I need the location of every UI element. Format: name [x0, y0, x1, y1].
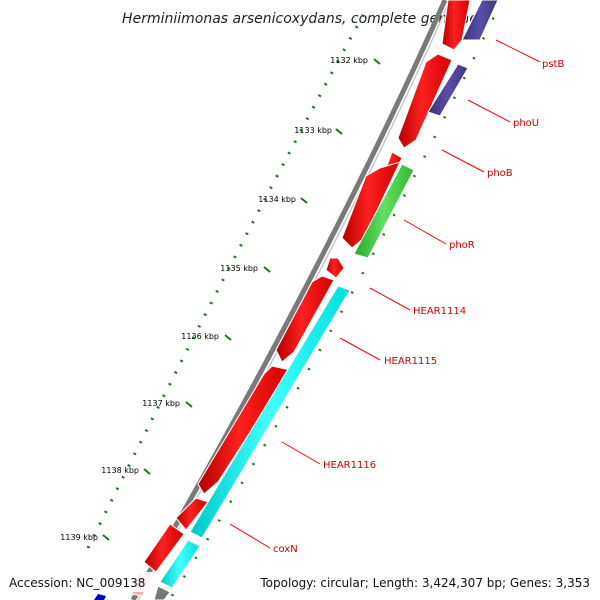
gene-label-HEAR1116[interactable]: HEAR1116	[323, 460, 376, 471]
label-leader-lines	[229, 39, 541, 549]
topology-backdrop	[256, 572, 594, 592]
feature-marker	[94, 594, 106, 600]
reverse-strand-track	[153, 0, 499, 600]
tick-mark	[185, 401, 193, 408]
leader-line	[495, 39, 541, 63]
backbone-ring	[130, 0, 448, 600]
gene-feature-pstB-reverse[interactable]	[461, 0, 499, 41]
accession-backdrop	[4, 572, 154, 592]
tick-mark	[102, 534, 110, 541]
gene-feature-phoU[interactable]	[397, 53, 453, 149]
leader-line	[281, 441, 321, 465]
gene-feature-HEAR1116[interactable]	[197, 365, 291, 495]
gene-label-phoU[interactable]: phoU	[513, 118, 539, 129]
gene-label-pstB[interactable]: pstB	[542, 59, 564, 70]
leader-line	[229, 523, 271, 549]
gene-feature-phoB[interactable]	[341, 161, 401, 249]
tick-label: 1133 kbp	[294, 126, 332, 135]
tick-mark	[143, 468, 151, 475]
tick-label: 1137 kbp	[142, 399, 180, 408]
gene-feature-coxN[interactable]	[175, 497, 209, 531]
gene-feature-HEAR1115-reverse[interactable]	[189, 285, 351, 539]
gene-feature-coxN-reverse[interactable]	[159, 539, 201, 589]
gene-feature-phoU-reverse[interactable]	[427, 63, 469, 117]
gene-label-phoB[interactable]: phoB	[487, 168, 513, 179]
tick-label: 1136 kbp	[181, 332, 219, 341]
leader-line	[369, 287, 411, 311]
forward-strand-track	[131, 0, 471, 597]
tick-mark	[224, 334, 232, 341]
gene-feature-phoR[interactable]	[353, 163, 415, 259]
gene-feature-grey[interactable]	[153, 585, 171, 600]
tick-mark	[373, 58, 381, 65]
gc-content-track	[86, 5, 370, 549]
gene-label-phoR[interactable]: phoR	[449, 240, 475, 251]
map-title: Herminiimonas arsenicoxydans, complete g…	[122, 11, 478, 27]
gene-feature-red-lower[interactable]	[143, 523, 185, 573]
gene-label-coxN[interactable]: coxN	[273, 544, 298, 555]
tick-mark	[335, 128, 343, 135]
topology-text: Topology: circular; Length: 3,424,307 bp…	[259, 576, 590, 590]
tick-label: 1139 kbp	[60, 533, 98, 542]
tick-group: 1132 kbp 1133 kbp 1134 kbp 1135 kbp 1136…	[60, 56, 381, 542]
leader-line	[441, 149, 485, 173]
accession-text: Accession: NC_009138	[9, 576, 145, 590]
tick-mark	[263, 266, 271, 273]
gene-label-HEAR1115[interactable]: HEAR1115	[384, 356, 437, 367]
gene-feature-pstB[interactable]	[441, 0, 471, 51]
gene-labels: pstB phoU phoB phoR HEAR1114 HEAR1115 HE…	[273, 59, 564, 555]
gene-feature-HEAR1114[interactable]	[325, 257, 345, 279]
gene-feature-HEAR1115[interactable]	[275, 275, 335, 363]
leader-line	[339, 337, 381, 361]
tick-label: 1132 kbp	[330, 56, 368, 65]
tick-label: 1138 kbp	[101, 466, 139, 475]
tick-label: 1134 kbp	[258, 195, 296, 204]
leader-line	[467, 99, 511, 123]
gene-label-HEAR1114[interactable]: HEAR1114	[413, 306, 466, 317]
leader-line	[403, 219, 447, 245]
tick-mark	[300, 197, 308, 204]
tick-label: 1135 kbp	[220, 264, 258, 273]
